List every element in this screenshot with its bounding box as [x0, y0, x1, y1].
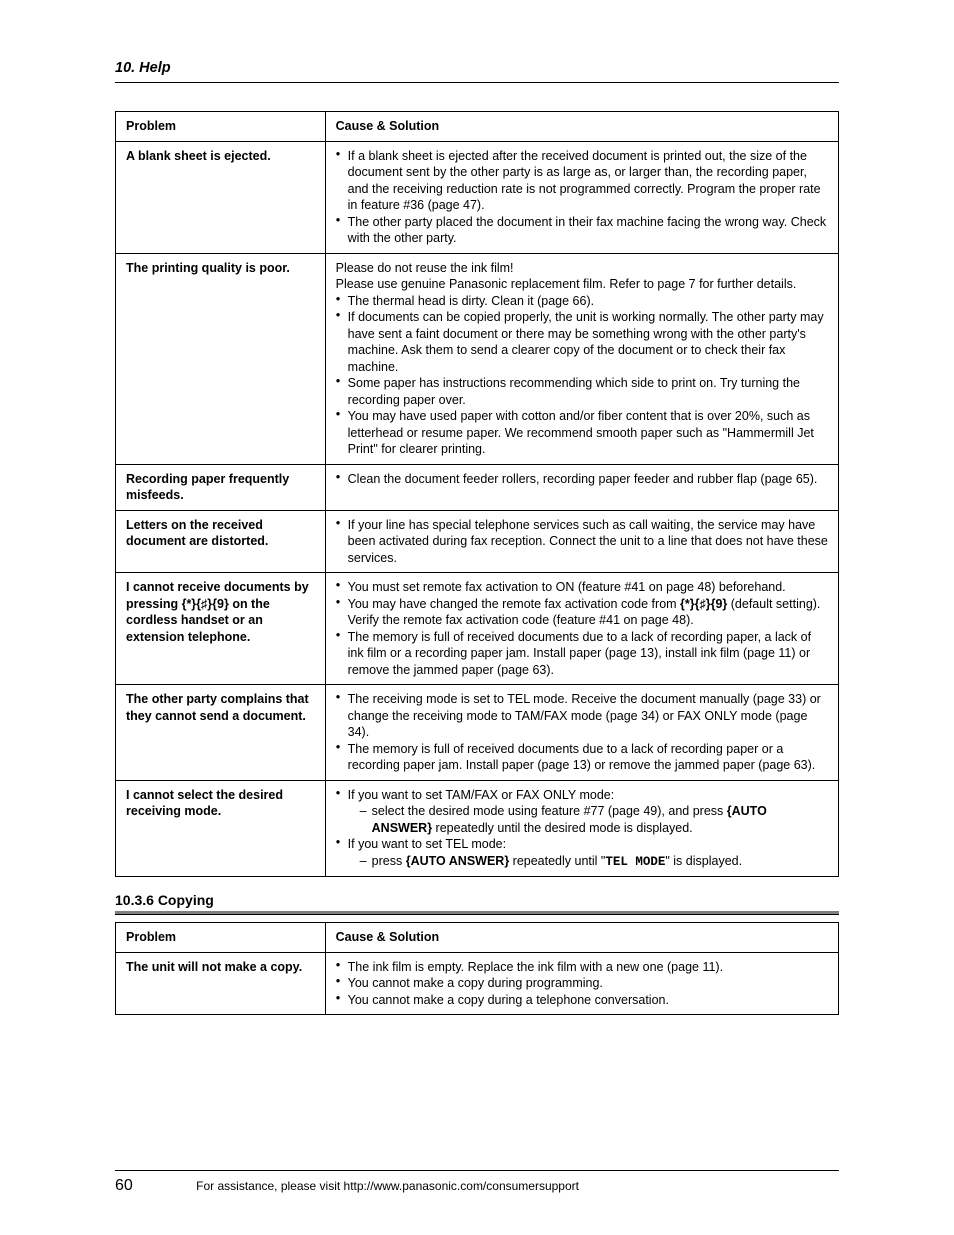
bullet: You cannot make a copy during programmin…: [336, 975, 830, 992]
th-solution: Cause & Solution: [325, 923, 838, 953]
problem-cell: I cannot select the desired receiving mo…: [116, 780, 326, 877]
problem-cell: A blank sheet is ejected.: [116, 141, 326, 253]
bullet: If documents can be copied properly, the…: [336, 309, 830, 375]
table-row: The other party complains that they cann…: [116, 685, 839, 781]
problem-cell: Recording paper frequently misfeeds.: [116, 464, 326, 510]
th-problem: Problem: [116, 923, 326, 953]
page: 10. Help Problem Cause & Solution A blan…: [0, 0, 954, 1235]
page-header: 10. Help: [115, 60, 839, 83]
problem-cell: The unit will not make a copy.: [116, 952, 326, 1015]
problem-cell: The other party complains that they cann…: [116, 685, 326, 781]
bullet: Some paper has instructions recommending…: [336, 375, 830, 408]
bullet: If you want to set TAM/FAX or FAX ONLY m…: [336, 787, 830, 837]
problem-cell: I cannot receive documents by pressing {…: [116, 573, 326, 685]
troubleshoot-table-1: Problem Cause & Solution A blank sheet i…: [115, 111, 839, 877]
table-row: The unit will not make a copy. The ink fi…: [116, 952, 839, 1015]
bullet: You cannot make a copy during a telephon…: [336, 992, 830, 1009]
table-row: A blank sheet is ejected.If a blank shee…: [116, 141, 839, 253]
dash-item: press {AUTO ANSWER} repeatedly until "TE…: [348, 853, 830, 871]
table-row: I cannot receive documents by pressing {…: [116, 573, 839, 685]
table-row: Recording paper frequently misfeeds. Clea…: [116, 464, 839, 510]
bullet: The memory is full of received documents…: [336, 741, 830, 774]
solution-cell: If your line has special telephone servi…: [325, 510, 838, 573]
bullet: The memory is full of received documents…: [336, 629, 830, 679]
troubleshoot-table-2: Problem Cause & Solution The unit will n…: [115, 922, 839, 1015]
solution-cell: The receiving mode is set to TEL mode. R…: [325, 685, 838, 781]
bullet: You may have changed the remote fax acti…: [336, 596, 830, 629]
bullet: The receiving mode is set to TEL mode. R…: [336, 691, 830, 741]
solution-cell: If a blank sheet is ejected after the re…: [325, 141, 838, 253]
table-row: I cannot select the desired receiving mo…: [116, 780, 839, 877]
problem-cell: Letters on the received document are dis…: [116, 510, 326, 573]
footer-text: For assistance, please visit http://www.…: [196, 1179, 579, 1193]
solution-cell: Please do not reuse the ink film!Please …: [325, 253, 838, 464]
table-row: Letters on the received document are dis…: [116, 510, 839, 573]
bullet: The thermal head is dirty. Clean it (pag…: [336, 293, 830, 310]
bullet: You may have used paper with cotton and/…: [336, 408, 830, 458]
section-heading-copying: 10.3.6 Copying: [115, 891, 839, 914]
page-footer: 60 For assistance, please visit http://w…: [115, 1170, 839, 1195]
bullet: The other party placed the document in t…: [336, 214, 830, 247]
dash-item: select the desired mode using feature #7…: [348, 803, 830, 836]
solution-cell: The ink film is empty. Replace the ink f…: [325, 952, 838, 1015]
solution-cell: You must set remote fax activation to ON…: [325, 573, 838, 685]
table-row: The printing quality is poor.Please do n…: [116, 253, 839, 464]
bullet: You must set remote fax activation to ON…: [336, 579, 830, 596]
bullet: If you want to set TEL mode:press {AUTO …: [336, 836, 830, 870]
solution-cell: If you want to set TAM/FAX or FAX ONLY m…: [325, 780, 838, 877]
th-problem: Problem: [116, 112, 326, 142]
bullet: Clean the document feeder rollers, recor…: [336, 471, 830, 488]
th-solution: Cause & Solution: [325, 112, 838, 142]
problem-cell: The printing quality is poor.: [116, 253, 326, 464]
bullet: If your line has special telephone servi…: [336, 517, 830, 567]
bullet: The ink film is empty. Replace the ink f…: [336, 959, 830, 976]
bullet: If a blank sheet is ejected after the re…: [336, 148, 830, 214]
page-number: 60: [115, 1177, 133, 1195]
solution-cell: Clean the document feeder rollers, recor…: [325, 464, 838, 510]
